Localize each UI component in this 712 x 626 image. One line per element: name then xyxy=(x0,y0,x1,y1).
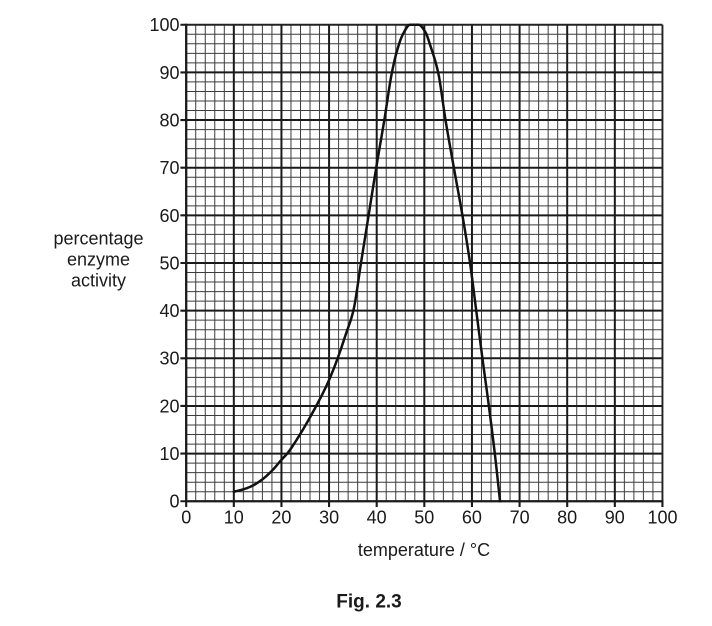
svg-text:0: 0 xyxy=(181,508,191,528)
svg-text:80: 80 xyxy=(159,111,179,131)
svg-text:percentage: percentage xyxy=(53,229,143,249)
svg-text:activity: activity xyxy=(71,270,126,290)
svg-text:Fig. 2.3: Fig. 2.3 xyxy=(336,592,401,613)
svg-text:70: 70 xyxy=(510,508,530,528)
svg-text:20: 20 xyxy=(271,508,291,528)
svg-text:70: 70 xyxy=(159,158,179,178)
svg-text:30: 30 xyxy=(159,349,179,369)
svg-text:90: 90 xyxy=(605,508,625,528)
svg-text:60: 60 xyxy=(159,206,179,226)
svg-text:50: 50 xyxy=(414,508,434,528)
svg-text:temperature / °C: temperature / °C xyxy=(358,540,490,560)
svg-text:40: 40 xyxy=(367,508,387,528)
svg-text:10: 10 xyxy=(224,508,244,528)
svg-text:50: 50 xyxy=(159,253,179,273)
svg-text:30: 30 xyxy=(319,508,339,528)
svg-text:0: 0 xyxy=(169,492,179,512)
svg-text:40: 40 xyxy=(159,301,179,321)
svg-text:90: 90 xyxy=(159,63,179,83)
svg-text:60: 60 xyxy=(462,508,482,528)
svg-text:100: 100 xyxy=(149,15,179,35)
svg-text:100: 100 xyxy=(647,508,677,528)
svg-text:enzyme: enzyme xyxy=(67,250,130,270)
svg-text:10: 10 xyxy=(159,444,179,464)
svg-text:20: 20 xyxy=(159,396,179,416)
svg-text:80: 80 xyxy=(557,508,577,528)
